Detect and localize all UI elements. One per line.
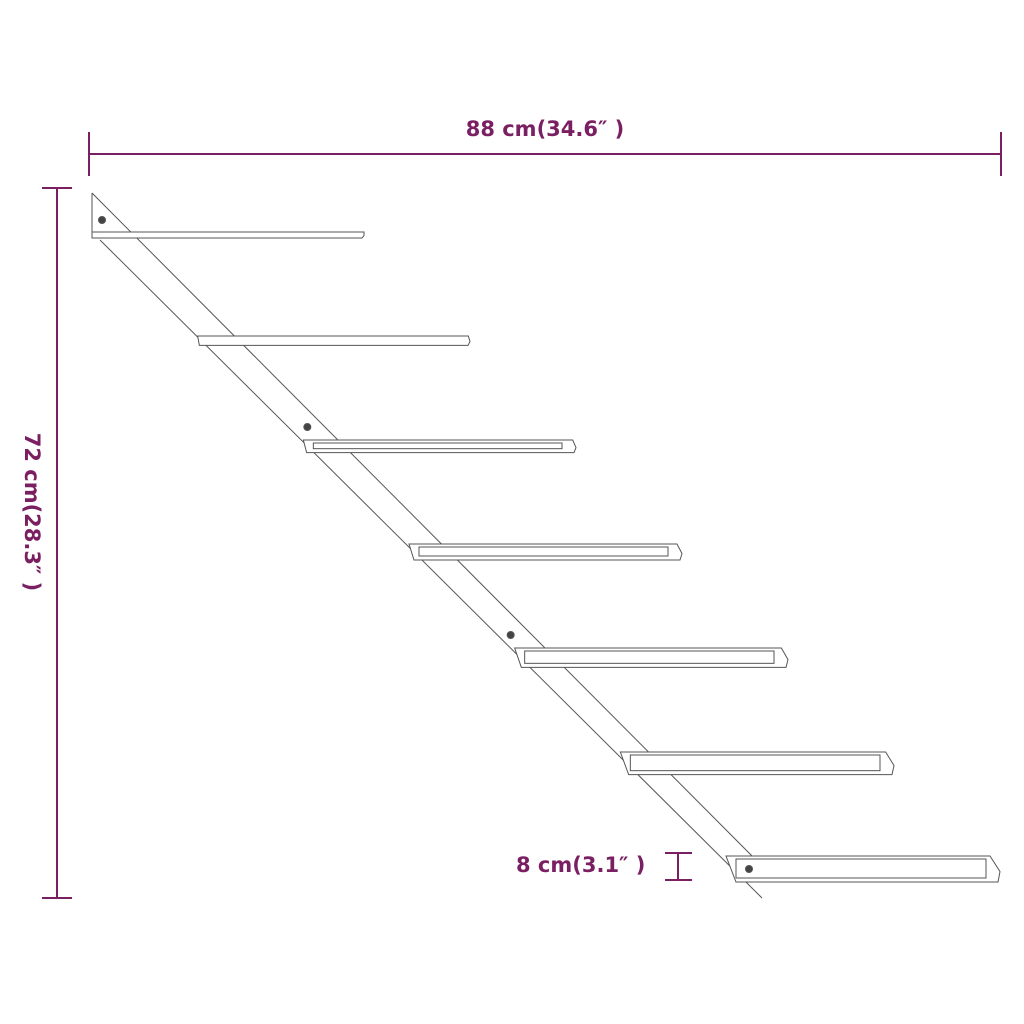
shelf-inner-edge — [629, 754, 881, 772]
dimension-lines — [42, 132, 1002, 899]
screw-icon — [506, 631, 515, 639]
support-strut-edge — [99, 239, 763, 899]
shelf-board — [302, 439, 577, 454]
width-dimension-line — [88, 132, 1002, 176]
shelf-inner-edge — [735, 858, 987, 879]
shelf-inner-edge — [418, 546, 669, 557]
height-dimension-line — [42, 187, 72, 899]
shelf-board — [725, 855, 1001, 883]
height-label: 72 cm(28.3″ ) — [20, 432, 44, 592]
thickness-dimension-line — [665, 852, 692, 881]
screw-icon — [303, 423, 312, 431]
shelf-board — [408, 543, 683, 561]
shelf-board — [91, 231, 365, 239]
shelf-board — [513, 647, 789, 668]
screw-icon — [745, 865, 753, 873]
width-label: 88 cm(34.6″ ) — [465, 117, 625, 141]
shelf-spacing-label: 8 cm(3.1″ ) — [516, 853, 646, 877]
shelf-board — [619, 751, 895, 776]
shelf-inner-edge — [312, 442, 563, 450]
screw-icon — [98, 216, 106, 224]
shelf-board — [197, 335, 471, 346]
shelf-inner-edge — [524, 650, 775, 664]
shelf-structure — [91, 192, 1001, 899]
